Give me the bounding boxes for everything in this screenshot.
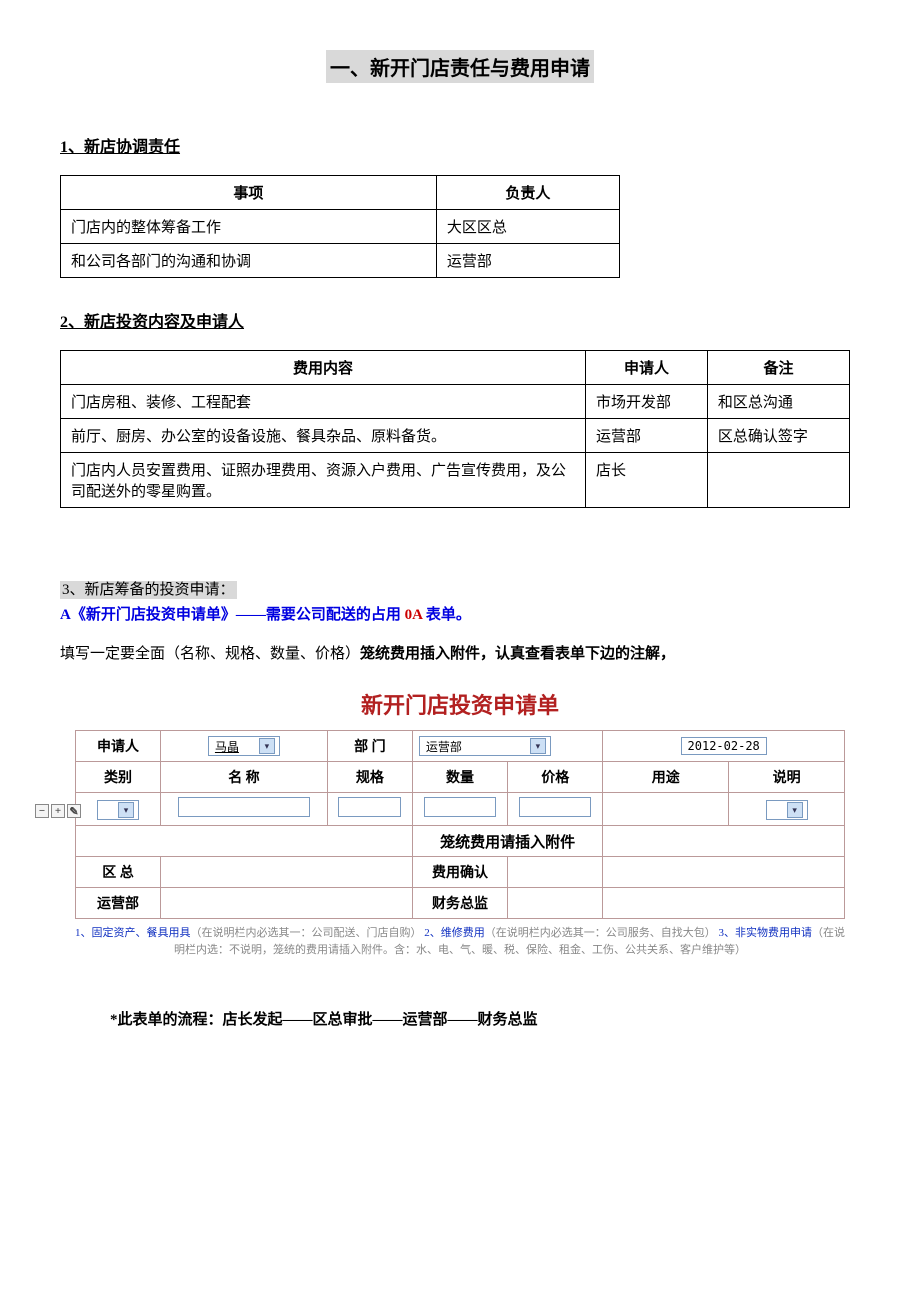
- t1-h1: 事项: [61, 176, 437, 210]
- note1b: （在说明栏内必选其一：公司配送、门店自购）: [191, 927, 422, 939]
- s3-a-post: 表单。: [422, 607, 471, 623]
- fh-2: 规格: [327, 762, 412, 793]
- fh-0: 类别: [76, 762, 161, 793]
- flow-text: *此表单的流程：店长发起——区总审批——运营部——财务总监: [110, 1008, 860, 1029]
- section3-para: 填写一定要全面（名称、规格、数量、价格）笼统费用插入附件，认真查看表单下边的注解…: [60, 642, 860, 663]
- add-row-icon[interactable]: +: [51, 804, 65, 818]
- t1-h2: 负责人: [436, 176, 619, 210]
- name-input[interactable]: [178, 797, 311, 817]
- category-select[interactable]: ▾: [97, 800, 139, 820]
- applicant-label: 申请人: [76, 731, 161, 762]
- section2-heading: 2、新店投资内容及申请人: [60, 308, 860, 332]
- t2-r2c2: 运营部: [585, 419, 707, 453]
- t1-r1c1: 门店内的整体筹备工作: [61, 210, 437, 244]
- t2-r3c2: 店长: [585, 453, 707, 508]
- fh-5: 用途: [603, 762, 729, 793]
- fh-6: 说明: [729, 762, 845, 793]
- s3-para-bold: 笼统费用插入附件，认真查看表单下边的注解，: [360, 646, 675, 662]
- date-cell: 2012-02-28: [603, 731, 845, 762]
- attach-text: 笼统费用请插入附件: [412, 826, 602, 857]
- table1: 事项 负责人 门店内的整体筹备工作 大区区总 和公司各部门的沟通和协调 运营部: [60, 175, 620, 278]
- form-container: − + ✎ 申请人 马晶 ▾ 部 门 运营部 ▾ 2012-02-28: [75, 730, 845, 958]
- note3a: 3、非实物费用申请: [719, 927, 813, 939]
- applicant-value: 马晶: [215, 738, 239, 755]
- remove-row-icon[interactable]: −: [35, 804, 49, 818]
- fh-3: 数量: [412, 762, 507, 793]
- dept-select[interactable]: 运营部 ▾: [419, 736, 551, 756]
- t2-r3c3: [707, 453, 849, 508]
- page-title: 一、新开门店责任与费用申请: [326, 50, 594, 83]
- t2-r1c2: 市场开发部: [585, 385, 707, 419]
- sig-r2c1: 运营部: [76, 888, 161, 919]
- form-data-row: ▾ ▾: [76, 793, 845, 826]
- dept-label: 部 门: [327, 731, 412, 762]
- form-table: 申请人 马晶 ▾ 部 门 运营部 ▾ 2012-02-28 类别 名 称 规格: [75, 730, 845, 919]
- t1-r1c2: 大区区总: [436, 210, 619, 244]
- fh-1: 名 称: [160, 762, 327, 793]
- chevron-down-icon: ▾: [259, 738, 275, 754]
- fh-4: 价格: [508, 762, 603, 793]
- chevron-down-icon: ▾: [118, 802, 134, 818]
- t2-r3c1: 门店内人员安置费用、证照办理费用、资源入户费用、广告宣传费用，及公司配送外的零星…: [61, 453, 586, 508]
- t2-h3: 备注: [707, 351, 849, 385]
- dept-value: 运营部: [426, 738, 462, 755]
- s3-a-pre: A《新开门店投资申请单》——需要公司配送的占用: [60, 607, 405, 623]
- applicant-cell: 马晶 ▾: [160, 731, 327, 762]
- note1a: 1、固定资产、餐具用具: [75, 927, 191, 939]
- form-notes: 1、固定资产、餐具用具（在说明栏内必选其一：公司配送、门店自购） 2、维修费用（…: [75, 925, 845, 958]
- qty-input[interactable]: [424, 797, 496, 817]
- edit-row-icon[interactable]: ✎: [67, 804, 81, 818]
- s3-a-red: 0A: [405, 607, 423, 623]
- section1-heading: 1、新店协调责任: [60, 133, 860, 157]
- desc-select[interactable]: ▾: [766, 800, 808, 820]
- s3-para-pre: 填写一定要全面（名称、规格、数量、价格）: [60, 646, 360, 662]
- note2a: 2、维修费用: [424, 927, 485, 939]
- spec-input[interactable]: [338, 797, 401, 817]
- t2-r1c3: 和区总沟通: [707, 385, 849, 419]
- price-input[interactable]: [519, 797, 591, 817]
- t2-r2c3: 区总确认签字: [707, 419, 849, 453]
- t2-r1c1: 门店房租、装修、工程配套: [61, 385, 586, 419]
- section3-heading: 3、新店筹备的投资申请：: [60, 581, 237, 599]
- section3-line-a: A《新开门店投资申请单》——需要公司配送的占用 0A 表单。: [60, 603, 860, 624]
- t2-h1: 费用内容: [61, 351, 586, 385]
- row-action-icons[interactable]: − + ✎: [35, 804, 81, 818]
- t1-r2c2: 运营部: [436, 244, 619, 278]
- chevron-down-icon: ▾: [530, 738, 546, 754]
- applicant-select[interactable]: 马晶 ▾: [208, 736, 280, 756]
- sig-r1c1: 区 总: [76, 857, 161, 888]
- table2: 费用内容 申请人 备注 门店房租、装修、工程配套 市场开发部 和区总沟通 前厅、…: [60, 350, 850, 508]
- date-input[interactable]: 2012-02-28: [681, 737, 767, 755]
- form-title: 新开门店投资申请单: [60, 688, 860, 720]
- chevron-down-icon: ▾: [787, 802, 803, 818]
- t2-h2: 申请人: [585, 351, 707, 385]
- sig-r1c2: 费用确认: [412, 857, 507, 888]
- t1-r2c1: 和公司各部门的沟通和协调: [61, 244, 437, 278]
- sig-r2c2: 财务总监: [412, 888, 507, 919]
- dept-cell: 运营部 ▾: [412, 731, 602, 762]
- t2-r2c1: 前厅、厨房、办公室的设备设施、餐具杂品、原料备货。: [61, 419, 586, 453]
- note2b: （在说明栏内必选其一：公司服务、自找大包）: [485, 927, 716, 939]
